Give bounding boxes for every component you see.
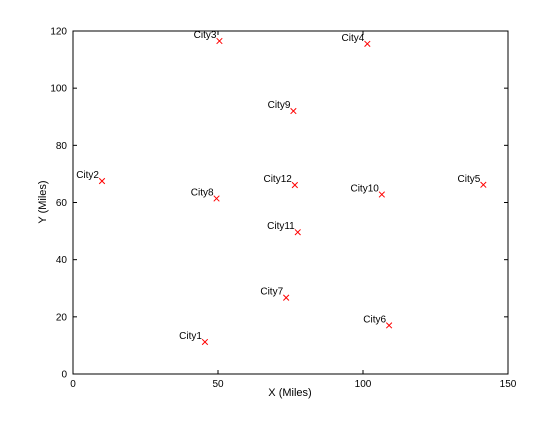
x-marker xyxy=(216,37,223,45)
x-marker xyxy=(201,338,209,346)
y-axis-label: Y (Miles) xyxy=(37,180,49,223)
data-point: City9 xyxy=(268,100,297,115)
data-point: City8 xyxy=(191,187,220,202)
y-tick-label: 40 xyxy=(56,255,68,266)
point-label: City4 xyxy=(342,33,365,44)
x-marker xyxy=(290,107,297,115)
point-label: City5 xyxy=(458,174,481,185)
data-point: City3 xyxy=(194,30,223,45)
x-axis-label: X (Miles) xyxy=(268,387,311,399)
data-point: City4 xyxy=(342,33,371,48)
point-label: City6 xyxy=(363,314,386,325)
data-point: City11 xyxy=(267,221,301,236)
y-tick-label: 80 xyxy=(56,141,68,152)
y-tick-label: 120 xyxy=(50,27,67,38)
point-label: City7 xyxy=(260,287,283,298)
point-label: City9 xyxy=(268,100,291,111)
plot-area xyxy=(72,30,509,375)
data-point: City1 xyxy=(179,331,209,346)
x-marker xyxy=(98,177,106,185)
y-tick-label: 60 xyxy=(56,198,68,209)
x-marker xyxy=(364,40,371,48)
data-point: City10 xyxy=(350,183,386,198)
data-point: City2 xyxy=(76,170,106,185)
x-tick-label: 0 xyxy=(70,379,76,390)
y-tick-label: 100 xyxy=(50,84,67,95)
x-marker xyxy=(294,229,301,236)
point-label: City3 xyxy=(194,30,217,41)
x-marker xyxy=(378,191,386,198)
point-label: City11 xyxy=(267,221,295,232)
data-point: City7 xyxy=(260,287,290,301)
data-point: City12 xyxy=(263,174,299,189)
point-label: City12 xyxy=(263,174,292,185)
data-point: City5 xyxy=(458,174,487,188)
x-marker xyxy=(291,181,299,189)
x-tick-label: 150 xyxy=(500,379,517,390)
x-marker xyxy=(480,181,487,188)
x-marker xyxy=(385,322,393,329)
point-label: City10 xyxy=(350,183,379,194)
x-tick-label: 100 xyxy=(355,379,372,390)
x-tick-label: 50 xyxy=(212,379,224,390)
x-marker xyxy=(282,294,290,301)
x-marker xyxy=(213,195,220,202)
point-label: City8 xyxy=(191,187,214,198)
point-label: City2 xyxy=(76,170,99,181)
data-point: City6 xyxy=(363,314,393,329)
point-label: City1 xyxy=(179,331,202,342)
data-points: City1 City2 City3 City4 City5 City6 City7 City8… xyxy=(76,30,487,346)
axis-ticks: 0 50 100 150 0 20 40 60 80 100 120 xyxy=(50,27,516,391)
y-tick-label: 0 xyxy=(61,370,67,381)
y-tick-label: 20 xyxy=(56,312,68,323)
